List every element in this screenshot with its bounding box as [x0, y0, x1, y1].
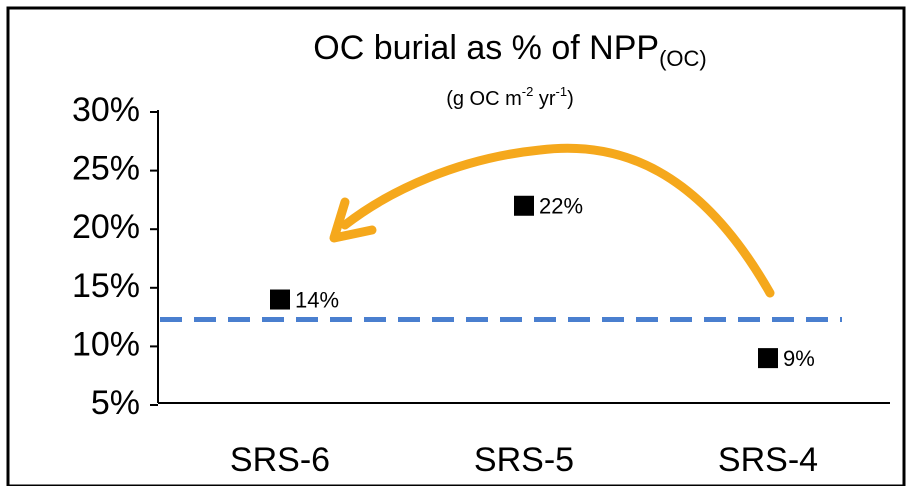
y-tick-label: 15% — [72, 267, 140, 305]
data-label: 9% — [783, 346, 815, 371]
point — [758, 348, 778, 369]
title-main: OC burial as % of NPP — [313, 29, 659, 67]
title-subscript: (OC) — [659, 46, 707, 71]
x-tick-label: SRS-4 — [718, 441, 818, 479]
data-label: 14% — [295, 287, 339, 312]
subtitle-part: (g OC m — [446, 88, 522, 110]
chart-title: OC burial as % of NPP(OC) — [313, 29, 706, 71]
frame — [6, 6, 906, 486]
chart-subtitle: (g OC m-2 yr-1) — [446, 84, 574, 110]
y-tick-label: 20% — [72, 208, 140, 246]
subtitle-superscript: -2 — [522, 84, 534, 99]
point — [270, 289, 290, 310]
data-label: 22% — [539, 194, 583, 219]
point — [514, 195, 534, 216]
subtitle-part: ) — [567, 88, 574, 110]
subtitle-superscript: -1 — [556, 84, 568, 99]
y-tick-label: 25% — [72, 150, 140, 188]
y-tick-label: 30% — [72, 91, 140, 129]
subtitle-part: yr — [533, 88, 556, 110]
y-tick-label: 5% — [91, 384, 140, 422]
x-tick-label: SRS-6 — [230, 441, 330, 479]
arrow-head — [329, 197, 377, 243]
y-tick-label: 10% — [72, 325, 140, 363]
arrow — [340, 143, 775, 298]
x-tick-label: SRS-5 — [474, 441, 574, 479]
